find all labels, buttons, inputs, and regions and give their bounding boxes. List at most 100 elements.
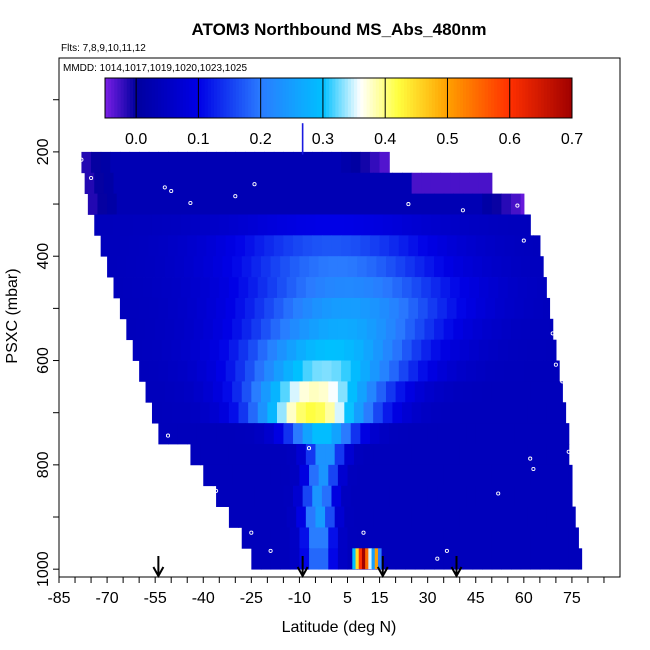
heatmap-cell [498,402,509,424]
heatmap-cell [299,464,310,487]
x-tick-label: 30 [419,590,437,607]
heatmap-cell [469,443,480,466]
colorbar-segment [438,78,442,118]
x-tick-label: 45 [467,590,485,607]
heatmap-cell [443,548,454,570]
colorbar-segment [553,78,557,118]
heatmap-cell [257,172,268,195]
heatmap-cell [257,214,268,236]
colorbar-segment [322,78,327,118]
colorbar-segment [347,78,352,118]
colorbar-segment [279,78,283,118]
heatmap-row-420 [107,256,544,278]
heatmap-cell [366,256,377,278]
heatmap-cell [555,402,567,424]
heatmap-row-740 [158,423,570,445]
heatmap-cell [491,381,502,403]
heatmap-cell [430,339,442,361]
x-axis-label: Latitude (deg N) [282,619,397,636]
heatmap-cell [385,527,397,549]
heatmap-cell [328,381,339,403]
heatmap-cell [299,193,310,215]
sample-marker [406,202,411,207]
heatmap-cell [260,318,272,341]
heatmap-cell [161,339,172,361]
heatmap-cell [164,381,176,403]
heatmap-cell [328,318,339,341]
heatmap-cell [376,318,387,341]
heatmap-cell [546,443,557,466]
heatmap-cell [446,485,458,507]
heatmap-cell [434,527,445,549]
colorbar-segment [472,78,476,118]
heatmap-cell [264,423,275,445]
colorbar-segment [444,78,448,118]
heatmap-cell [305,339,317,361]
heatmap-cell [549,548,560,570]
heatmap-cell [357,318,368,341]
heatmap-cell [206,235,217,257]
heatmap-cell [488,402,499,424]
heatmap-cell [132,172,143,195]
heatmap-cell [341,151,352,174]
heatmap-cell [539,527,551,549]
heatmap-cell [305,214,317,236]
heatmap-cell [225,151,236,174]
heatmap-cell [273,235,284,257]
heatmap-cell [459,402,470,424]
heatmap-cell [209,214,220,236]
colorbar-segment [151,78,156,118]
heatmap-cell [482,527,493,549]
colorbar-segment [245,78,249,118]
colorbar-segment [257,78,262,118]
heatmap-cell [450,506,461,528]
colorbar-segment [157,78,162,118]
colorbar-segment [235,78,240,118]
heatmap-cell [520,464,531,487]
heatmap-cell [305,506,317,528]
heatmap-cell [369,235,381,257]
heatmap-row-540 [126,318,554,341]
heatmap-cell [145,193,156,215]
heatmap-cell [177,297,188,320]
heatmap-cell [459,506,470,528]
heatmap-cell [385,256,397,278]
heatmap-cell [325,443,336,466]
heatmap-cell [206,297,217,320]
hotspot-cell [355,548,360,570]
colorbar-segment [329,78,333,118]
x-tick-label: -70 [96,590,119,607]
heatmap-cell [167,423,179,445]
heatmap-cell [251,381,262,403]
latitude-arrow [152,556,165,579]
colorbar-segment [120,78,125,118]
heatmap-cell [180,172,192,195]
heatmap-cell [482,318,493,341]
heatmap-cell [305,402,317,424]
y-axis: 200 400 600 800 1000 [35,99,59,587]
heatmap-cell [241,464,252,487]
colorbar-segment [332,78,336,118]
heatmap-cell [504,297,515,320]
heatmap-cell [155,318,166,341]
heatmap-cell [456,297,467,320]
heatmap-cell [385,464,397,487]
heatmap-cell [103,172,115,195]
heatmap-cell [219,277,230,299]
heatmap-cell [241,193,252,215]
heatmap-cell [219,402,230,424]
y-tick-label: 200 [35,138,52,165]
heatmap-cell [244,485,256,507]
heatmap-cell [293,235,304,257]
heatmap-row-260 [84,172,493,195]
colorbar-tick-label: 0.5 [436,131,458,148]
sample-marker [361,530,366,535]
heatmap-cell [286,172,297,195]
heatmap-cell [334,506,345,528]
heatmap-cell [353,443,365,466]
colorbar-segment [176,78,181,118]
heatmap-cell [337,256,349,278]
heatmap-cell [123,277,134,299]
heatmap-cell [225,235,236,257]
heatmap-cell [421,402,432,424]
